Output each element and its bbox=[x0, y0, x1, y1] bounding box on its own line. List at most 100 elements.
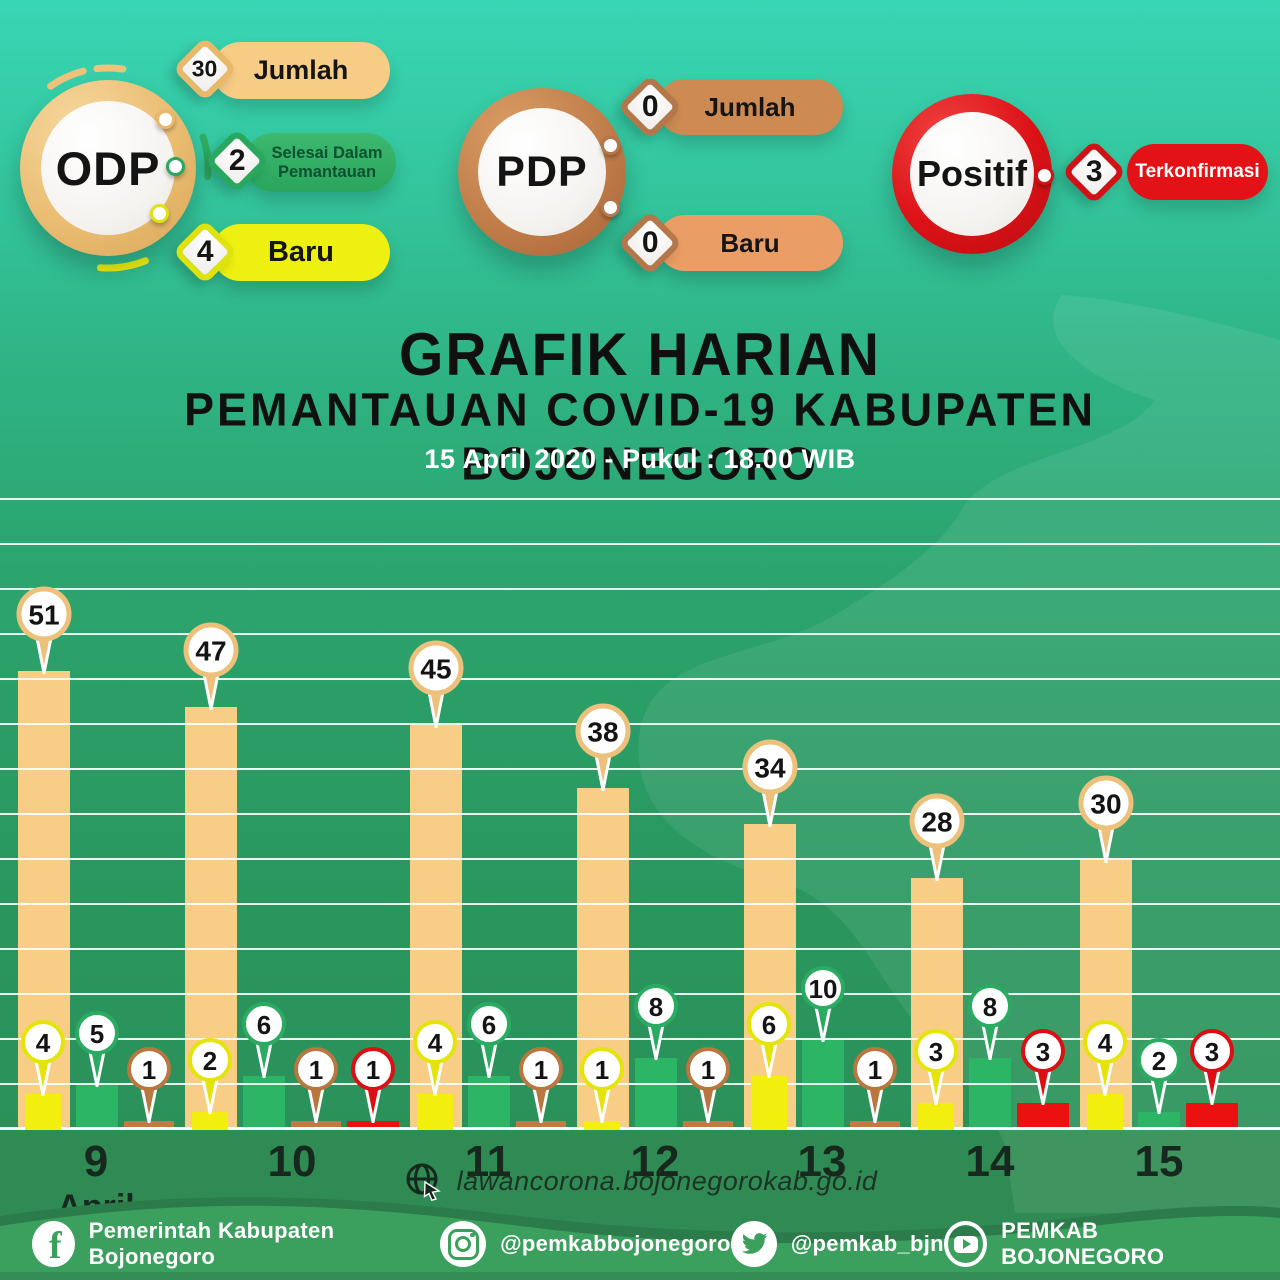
svg-text:3: 3 bbox=[929, 1037, 943, 1067]
svg-text:38: 38 bbox=[587, 717, 618, 748]
positif-terkonfirmasi-pill-label: Terkonfirmasi bbox=[1135, 161, 1260, 182]
bar-odp_selesai_pemantauan bbox=[76, 1085, 118, 1130]
positif-circle: Positif bbox=[892, 94, 1052, 254]
svg-text:1: 1 bbox=[868, 1055, 882, 1085]
value-pin: 38 bbox=[572, 703, 634, 792]
value-pin: 28 bbox=[906, 793, 968, 882]
positif-connector-dot bbox=[1035, 166, 1054, 185]
value-pin: 34 bbox=[739, 739, 801, 828]
bar-slot-odp_jumlah: 38 1 bbox=[575, 703, 631, 1130]
x-axis-label-15: 15 bbox=[1134, 1137, 1184, 1186]
globe-cursor-icon bbox=[406, 1163, 441, 1202]
svg-text:6: 6 bbox=[257, 1010, 271, 1040]
website-line: lawancorona.bojonegorokab.go.id bbox=[0, 1160, 1280, 1202]
pdp-baru-pill-label: Baru bbox=[720, 227, 780, 258]
odp-jumlah-value: 30 bbox=[192, 55, 218, 82]
bar-odp_baru bbox=[584, 1121, 620, 1130]
grid-line bbox=[0, 1083, 1280, 1085]
bar-odp_selesai_pemantauan bbox=[468, 1076, 510, 1130]
pdp-baru-value: 0 bbox=[641, 226, 659, 259]
grid-line bbox=[0, 498, 1280, 500]
bar-odp_selesai_pemantauan bbox=[969, 1058, 1011, 1130]
x-axis-label-12: 12 bbox=[630, 1137, 680, 1186]
bar-slot-odp_jumlah: 30 4 bbox=[1078, 775, 1134, 1130]
svg-text:4: 4 bbox=[36, 1028, 51, 1058]
svg-text:1: 1 bbox=[595, 1055, 609, 1085]
value-pin: 1 bbox=[849, 1045, 901, 1124]
value-pin: 3 bbox=[1186, 1027, 1238, 1106]
svg-text:5: 5 bbox=[90, 1019, 104, 1049]
svg-text:1: 1 bbox=[309, 1055, 323, 1085]
bar-slot-pdp: 1 bbox=[291, 1047, 341, 1130]
value-pin: 3 bbox=[910, 1027, 962, 1106]
svg-text:3: 3 bbox=[1205, 1037, 1219, 1067]
odp-selesai-value: 2 bbox=[228, 144, 246, 177]
odp-circle: ODP bbox=[20, 80, 196, 256]
twitter-icon bbox=[730, 1221, 777, 1267]
bar-group-april-9: 514519April bbox=[16, 586, 174, 1224]
value-pin: 1 bbox=[347, 1045, 399, 1124]
svg-text:2: 2 bbox=[1152, 1046, 1166, 1076]
chart-subtitle: PEMANTAUAN COVID-19 KABUPATEN BOJONEGORO bbox=[183, 382, 1097, 491]
bar-odp_selesai_pemantauan bbox=[635, 1058, 677, 1130]
facebook-item: f Pemerintah Kabupaten Bojonegoro bbox=[32, 1218, 440, 1270]
odp-connector-dot-2 bbox=[166, 157, 185, 176]
svg-text:1: 1 bbox=[534, 1055, 548, 1085]
value-pin: 4 bbox=[17, 1018, 69, 1097]
positif-value: 3 bbox=[1085, 155, 1103, 188]
bar-pdp bbox=[516, 1121, 566, 1130]
odp-dashed-arcs bbox=[4, 64, 212, 272]
grid-line bbox=[0, 678, 1280, 680]
bar-pdp bbox=[683, 1121, 733, 1130]
bar-group-april-10: 47 2 6 1 1 10 bbox=[183, 622, 399, 1184]
value-pin: 1 bbox=[576, 1045, 628, 1124]
bar-slot-pdp: 1 bbox=[124, 1047, 174, 1130]
value-pin: 51 bbox=[13, 586, 75, 675]
daily-bar-chart: 514519April47261110454611138181123461011… bbox=[0, 498, 1280, 1224]
svg-text:4: 4 bbox=[1098, 1028, 1113, 1058]
bar-slot-odp_jumlah: 47 2 bbox=[183, 622, 239, 1130]
svg-text:2: 2 bbox=[203, 1046, 217, 1076]
grid-line bbox=[0, 948, 1280, 950]
grid-line bbox=[0, 588, 1280, 590]
bar-group-april-11: 45 4 6 1 11 bbox=[408, 640, 567, 1184]
bar-slot-odp_selesai_pemantauan: 6 bbox=[467, 1002, 511, 1130]
value-pin: 1 bbox=[290, 1045, 342, 1124]
svg-text:4: 4 bbox=[428, 1028, 443, 1058]
value-pin: 1 bbox=[682, 1045, 734, 1124]
value-pin: 6 bbox=[238, 1000, 290, 1079]
odp-jumlah-pill: Jumlah bbox=[212, 42, 390, 99]
svg-text:10: 10 bbox=[809, 974, 838, 1004]
youtube-item: PEMKAB BOJONEGORO bbox=[943, 1218, 1248, 1270]
bar-slot-positif: 3 bbox=[1186, 1029, 1238, 1130]
bar-odp_baru bbox=[918, 1103, 954, 1130]
pdp-baru-pill: Baru bbox=[657, 215, 843, 271]
x-axis-label-14: 14 bbox=[965, 1137, 1015, 1186]
bar-odp_baru bbox=[25, 1094, 61, 1130]
pdp-jumlah-pill: Jumlah bbox=[657, 79, 843, 135]
pdp-connector-dot-1 bbox=[601, 136, 620, 155]
chart-title: GRAFIK HARIAN bbox=[399, 321, 881, 389]
value-pin: 3 bbox=[1017, 1027, 1069, 1106]
bar-slot-pdp: 1 bbox=[683, 1047, 733, 1130]
bar-slot-odp_selesai_pemantauan: 10 bbox=[801, 966, 845, 1130]
youtube-icon bbox=[943, 1221, 988, 1267]
positif-label: Positif bbox=[916, 153, 1027, 194]
bar-odp_selesai_pemantauan bbox=[243, 1076, 285, 1130]
value-pin: 6 bbox=[463, 1000, 515, 1079]
svg-text:1: 1 bbox=[366, 1055, 380, 1085]
bar-slot-odp_jumlah: 28 3 bbox=[909, 793, 965, 1130]
odp-baru-pill: Baru bbox=[212, 224, 390, 281]
value-pin: 30 bbox=[1075, 775, 1137, 864]
bar-odp_baru bbox=[1087, 1094, 1123, 1130]
bar-odp_baru bbox=[192, 1112, 228, 1130]
pdp-circle-face bbox=[478, 108, 606, 236]
bar-group-april-15: 30 4 2 3 15 bbox=[1078, 775, 1238, 1184]
value-pin: 1 bbox=[515, 1045, 567, 1124]
x-axis-label-10: 10 bbox=[267, 1137, 317, 1186]
facebook-icon: f bbox=[32, 1221, 75, 1267]
bar-slot-odp_selesai_pemantauan: 2 bbox=[1137, 1038, 1181, 1130]
value-pin: 5 bbox=[71, 1009, 123, 1088]
chart-datetime: 15 April 2020 - Pukul : 18.00 WIB bbox=[424, 444, 856, 474]
svg-text:3: 3 bbox=[1036, 1037, 1050, 1067]
